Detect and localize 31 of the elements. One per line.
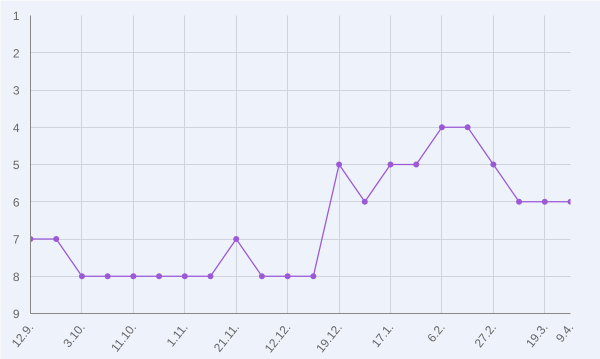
- point: [258, 273, 265, 280]
- point: [362, 198, 368, 205]
- point: [490, 162, 496, 168]
- point: [310, 273, 316, 280]
- x-tick-label: 9.4.: [552, 320, 576, 345]
- point: [182, 273, 188, 280]
- point: [464, 124, 471, 130]
- point: [413, 162, 420, 168]
- y-tick-label: 4: [12, 120, 20, 135]
- point: [336, 162, 342, 168]
- point: [438, 124, 445, 130]
- y-tick-label: 8: [12, 270, 20, 284]
- point: [53, 236, 60, 242]
- point: [284, 273, 291, 280]
- y-tick-label: 1: [12, 9, 20, 23]
- point: [542, 198, 548, 205]
- point: [78, 273, 85, 280]
- point: [516, 198, 522, 205]
- x-tick-label: 6.2.: [424, 320, 448, 345]
- point: [156, 273, 162, 280]
- y-tick-label: 2: [12, 46, 20, 60]
- point: [388, 162, 394, 168]
- y-tick-label: 9: [12, 307, 20, 321]
- point: [233, 236, 240, 242]
- y-tick-label: 3: [12, 84, 20, 98]
- y-tick-label: 5: [12, 158, 20, 172]
- point: [208, 273, 214, 280]
- point: [130, 273, 136, 280]
- y-tick-label: 7: [12, 232, 20, 246]
- y-tick-label: 6: [12, 195, 20, 210]
- point: [104, 273, 111, 280]
